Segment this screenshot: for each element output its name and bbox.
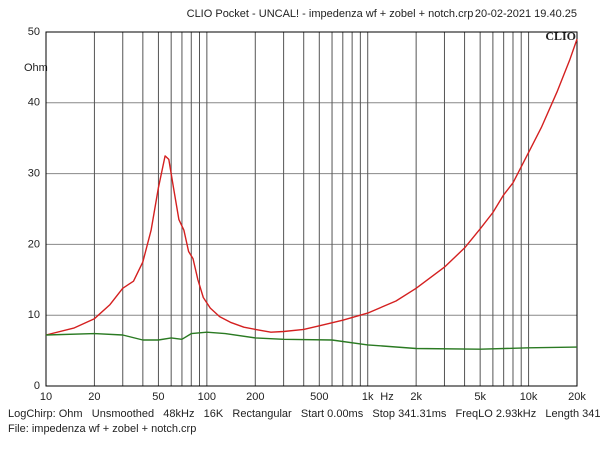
y-tick-label: 10 (28, 309, 40, 321)
chart-title: CLIO Pocket - UNCAL! - impedenza wf + zo… (187, 8, 474, 20)
plot-frame (45, 31, 578, 387)
x-tick-label: 2k (410, 391, 422, 403)
x-tick-label: 20k (568, 391, 586, 403)
y-unit: Ohm (24, 62, 48, 74)
y-tick-label: 40 (28, 97, 40, 109)
x-unit: Hz (380, 391, 393, 403)
x-tick-label: 50 (152, 391, 164, 403)
file-line: File: impedenza wf + zobel + notch.crp (8, 423, 196, 435)
x-tick-label: 1k (362, 391, 374, 403)
y-tick-label: 30 (28, 168, 40, 180)
x-tick-label: 100 (198, 391, 216, 403)
y-tick-label: 20 (28, 238, 40, 250)
settings-line: LogChirp: Ohm Unsmoothed 48kHz 16K Recta… (8, 408, 600, 420)
timestamp: 20-02-2021 19.40.25 (475, 8, 577, 20)
logo: CLIO (545, 29, 576, 43)
x-tick-label: 500 (310, 391, 328, 403)
x-tick-label: 5k (474, 391, 486, 403)
x-tick-label: 20 (88, 391, 100, 403)
y-tick-label: 50 (28, 26, 40, 38)
x-tick-label: 10 (40, 391, 52, 403)
x-tick-label: 200 (246, 391, 264, 403)
x-tick-label: 10k (520, 391, 538, 403)
series-line (45, 331, 578, 350)
y-tick-label: 0 (34, 380, 40, 392)
series-line (45, 38, 578, 336)
